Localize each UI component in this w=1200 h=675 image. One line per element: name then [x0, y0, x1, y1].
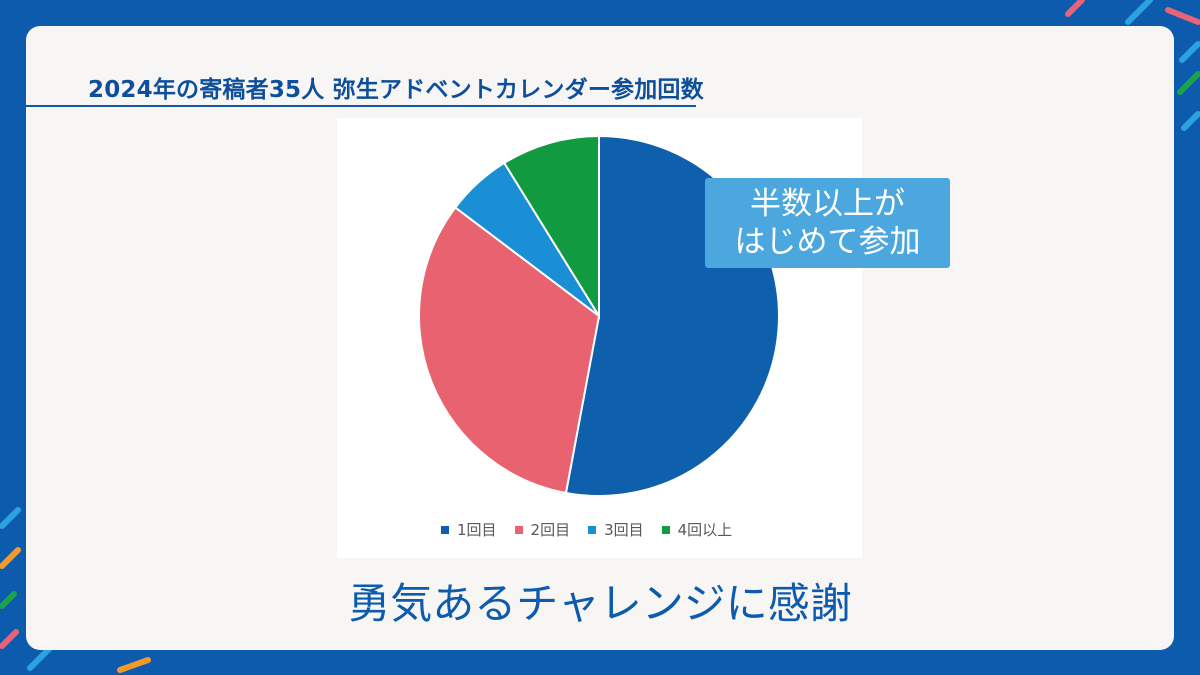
- arrow-icon: [0, 507, 21, 529]
- arrow-icon: [1165, 7, 1200, 25]
- callout-line-2: はじめて参加: [734, 224, 921, 260]
- legend-label: 2回目: [530, 521, 571, 539]
- arrow-icon: [0, 629, 19, 649]
- callout-box: 半数以上が はじめて参加: [705, 178, 950, 268]
- legend-label: 3回目: [604, 521, 644, 539]
- callout-line-1: 半数以上が: [750, 186, 905, 222]
- pie-slice-4: [502, 134, 600, 320]
- legend-swatch: [588, 525, 597, 534]
- chart-panel: [337, 118, 862, 558]
- slide-footer: 勇気あるチャレンジに感謝: [348, 579, 852, 628]
- legend-items: 1回目 2回目 3回目 4回以上: [441, 519, 732, 540]
- legend-label: 1回目: [457, 521, 497, 539]
- arrow-icon: [0, 547, 21, 569]
- arrow-icon: [1179, 41, 1200, 63]
- legend-item-2: 2回目: [514, 519, 571, 540]
- legend-swatch: [441, 525, 449, 534]
- slide-title: 2024年の寄稿者35人 弥生アドベントカレンダー参加回数: [88, 77, 704, 103]
- arrow-icon: [0, 591, 17, 609]
- arrow-icon: [117, 657, 151, 673]
- legend-label: 4回以上: [677, 521, 733, 539]
- arrow-icon: [1177, 71, 1200, 95]
- pie-slice-2: [418, 206, 601, 495]
- arrow-icon: [1181, 111, 1200, 131]
- legend-swatch: [514, 525, 523, 534]
- arrow-icon: [1065, 0, 1085, 17]
- arrow-icon: [1125, 0, 1153, 25]
- legend-item-4: 4回以上: [661, 519, 733, 540]
- title-underline: [26, 105, 696, 107]
- legend-item-3: 3回目: [588, 519, 644, 540]
- legend-swatch: [661, 525, 670, 534]
- legend-item-1: 1回目: [441, 519, 497, 540]
